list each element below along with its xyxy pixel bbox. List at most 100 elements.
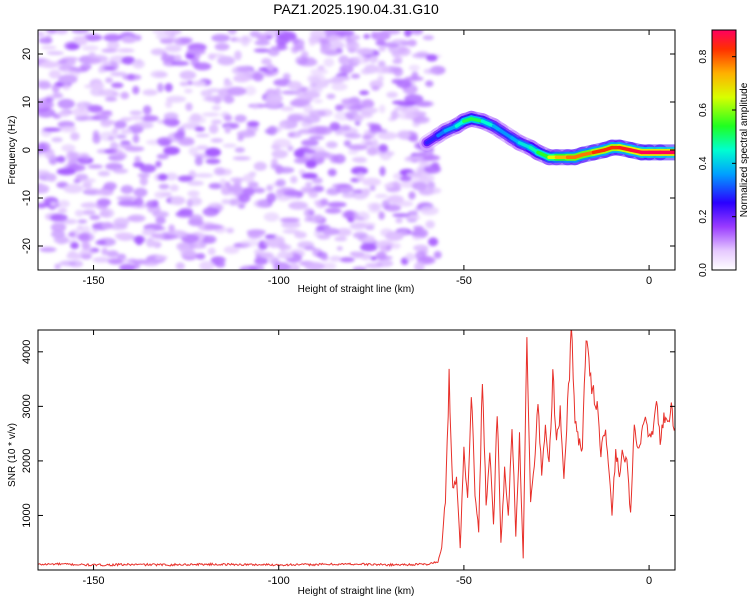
noise-blob: [267, 125, 278, 136]
noise-blob: [273, 78, 292, 87]
noise-blob: [114, 232, 133, 239]
ridge-segment: [425, 133, 440, 145]
noise-blob: [69, 151, 80, 159]
noise-blob: [376, 259, 394, 268]
noise-blob: [188, 218, 204, 227]
noise-blob: [377, 75, 384, 83]
noise-blob: [194, 156, 203, 166]
noise-blob: [173, 131, 186, 140]
noise-blob: [164, 234, 179, 240]
noise-blob: [223, 80, 233, 87]
noise-blob: [240, 239, 260, 247]
noise-blob: [287, 145, 294, 152]
noise-blob: [363, 33, 371, 40]
noise-blob: [112, 127, 119, 135]
noise-blob: [405, 252, 416, 262]
noise-blob: [287, 80, 303, 90]
noise-blob: [61, 144, 76, 152]
noise-blob: [71, 30, 90, 34]
colorbar-scale: [711, 29, 737, 271]
noise-blob: [132, 85, 140, 95]
noise-blob: [174, 37, 191, 46]
noise-blob: [82, 178, 96, 183]
noise-blob: [92, 134, 101, 144]
noise-blob: [410, 30, 424, 35]
noise-blob: [164, 83, 173, 92]
noise-blob: [425, 187, 442, 194]
noise-blob: [287, 131, 302, 138]
noise-blob: [227, 30, 237, 35]
noise-blob: [208, 182, 223, 190]
spectrogram-x-label: Height of straight line (km): [298, 284, 415, 295]
noise-blob: [379, 245, 392, 253]
ridge-segment: [443, 124, 459, 133]
noise-blob: [95, 189, 114, 197]
noise-blob: [300, 186, 311, 194]
noise-blob: [281, 221, 301, 229]
noise-blob: [97, 170, 111, 177]
noise-blob: [405, 156, 425, 161]
noise-blob: [42, 101, 55, 109]
snr-x-tick-label: -50: [456, 575, 472, 587]
noise-blob: [320, 40, 332, 50]
noise-blob: [187, 116, 207, 124]
snr-y-tick-label: 4000: [21, 340, 33, 364]
noise-blob: [157, 173, 168, 181]
noise-blob: [101, 222, 114, 230]
noise-blob: [179, 70, 197, 80]
spectrogram-x-tick-label: -100: [268, 275, 290, 287]
noise-blob: [323, 58, 335, 67]
noise-blob: [52, 92, 63, 98]
noise-blob: [313, 214, 324, 222]
noise-blob: [290, 175, 298, 184]
noise-blob: [142, 228, 156, 235]
noise-blob: [38, 144, 47, 154]
noise-blob: [364, 64, 378, 74]
noise-blob: [127, 73, 135, 81]
noise-blob: [120, 117, 132, 122]
noise-blob: [359, 90, 370, 96]
snr-y-tick-label: 2000: [21, 449, 33, 473]
noise-blob: [362, 134, 372, 140]
noise-blob: [280, 106, 295, 112]
noise-blob: [107, 40, 120, 50]
noise-blob: [154, 191, 167, 199]
noise-blob: [174, 54, 182, 63]
noise-blob: [356, 172, 365, 182]
noise-blob: [103, 181, 117, 191]
noise-blob: [74, 209, 84, 217]
noise-blob: [303, 208, 315, 218]
noise-blob: [257, 32, 268, 42]
noise-blob: [371, 85, 380, 91]
noise-blob: [107, 258, 124, 265]
noise-blob: [46, 51, 64, 56]
noise-blob: [51, 137, 63, 143]
noise-blob: [186, 48, 206, 55]
noise-blob: [82, 45, 99, 51]
noise-blob: [266, 192, 277, 203]
noise-blob: [77, 232, 95, 243]
noise-blob: [308, 135, 325, 140]
noise-blob: [392, 213, 411, 218]
ridge-segment: [617, 145, 633, 152]
noise-blob: [242, 187, 256, 195]
noise-blob: [369, 54, 378, 64]
noise-blob: [38, 184, 50, 194]
noise-blob: [151, 30, 172, 34]
noise-blob: [325, 141, 338, 149]
spectrogram-y-tick-label: 20: [21, 48, 33, 60]
noise-blob: [301, 139, 319, 147]
noise-blob: [408, 191, 416, 200]
noise-blob: [311, 86, 323, 94]
noise-blob: [117, 48, 135, 53]
noise-blob: [223, 114, 233, 122]
noise-blob: [95, 240, 107, 246]
noise-blob: [38, 108, 56, 118]
noise-blob: [253, 48, 271, 53]
noise-blob: [375, 251, 387, 260]
noise-blob: [139, 176, 148, 186]
noise-blob: [50, 213, 68, 222]
noise-blob: [302, 115, 321, 124]
noise-blob: [341, 192, 356, 199]
